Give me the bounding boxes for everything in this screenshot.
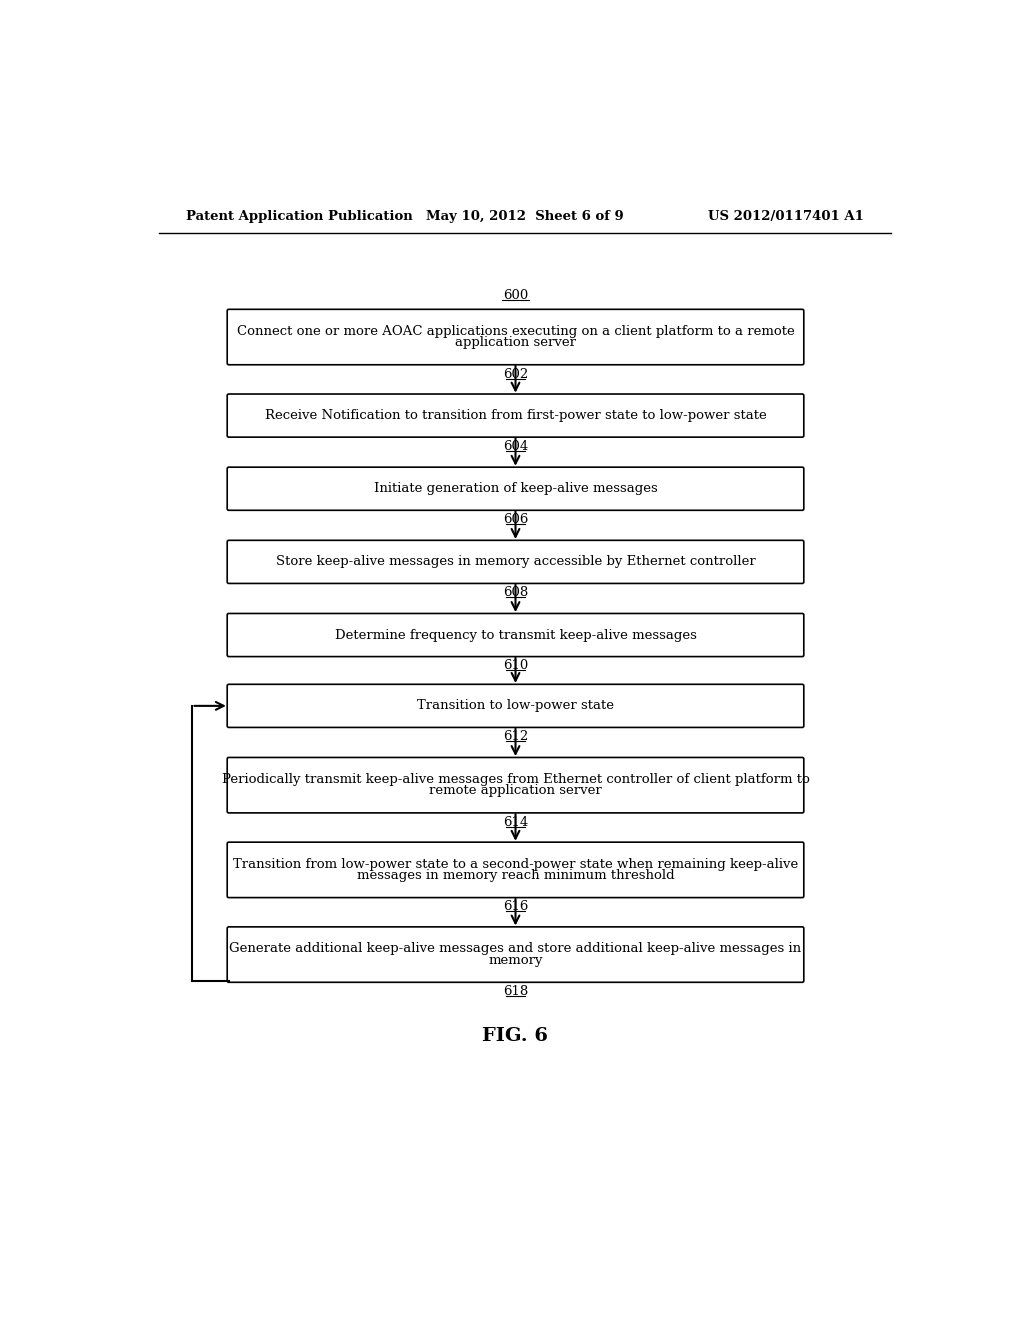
Text: Connect one or more AOAC applications executing on a client platform to a remote: Connect one or more AOAC applications ex… [237, 325, 795, 338]
Text: 614: 614 [503, 816, 528, 829]
Text: 608: 608 [503, 586, 528, 599]
Text: 612: 612 [503, 730, 528, 743]
Text: 606: 606 [503, 513, 528, 527]
Text: May 10, 2012  Sheet 6 of 9: May 10, 2012 Sheet 6 of 9 [426, 210, 624, 223]
FancyBboxPatch shape [227, 614, 804, 656]
Text: Transition from low-power state to a second-power state when remaining keep-aliv: Transition from low-power state to a sec… [232, 858, 798, 871]
FancyBboxPatch shape [227, 309, 804, 364]
FancyBboxPatch shape [227, 540, 804, 583]
Text: Determine frequency to transmit keep-alive messages: Determine frequency to transmit keep-ali… [335, 628, 696, 642]
Text: messages in memory reach minimum threshold: messages in memory reach minimum thresho… [356, 869, 675, 882]
Text: Receive Notification to transition from first-power state to low-power state: Receive Notification to transition from … [264, 409, 766, 422]
Text: 604: 604 [503, 440, 528, 453]
FancyBboxPatch shape [227, 467, 804, 511]
Text: US 2012/0117401 A1: US 2012/0117401 A1 [709, 210, 864, 223]
Text: Patent Application Publication: Patent Application Publication [186, 210, 413, 223]
FancyBboxPatch shape [227, 684, 804, 727]
Text: 600: 600 [503, 289, 528, 302]
Text: 618: 618 [503, 985, 528, 998]
FancyBboxPatch shape [227, 395, 804, 437]
Text: remote application server: remote application server [429, 784, 602, 797]
Text: FIG. 6: FIG. 6 [482, 1027, 549, 1045]
Text: application server: application server [455, 337, 575, 350]
FancyBboxPatch shape [227, 842, 804, 898]
FancyBboxPatch shape [227, 758, 804, 813]
Text: 616: 616 [503, 900, 528, 913]
Text: Initiate generation of keep-alive messages: Initiate generation of keep-alive messag… [374, 482, 657, 495]
Text: memory: memory [488, 954, 543, 966]
Text: Transition to low-power state: Transition to low-power state [417, 700, 614, 713]
Text: Store keep-alive messages in memory accessible by Ethernet controller: Store keep-alive messages in memory acce… [275, 556, 756, 569]
FancyBboxPatch shape [227, 927, 804, 982]
Text: 602: 602 [503, 367, 528, 380]
Text: Periodically transmit keep-alive messages from Ethernet controller of client pla: Periodically transmit keep-alive message… [221, 774, 809, 785]
Text: Generate additional keep-alive messages and store additional keep-alive messages: Generate additional keep-alive messages … [229, 942, 802, 956]
Text: 610: 610 [503, 659, 528, 672]
